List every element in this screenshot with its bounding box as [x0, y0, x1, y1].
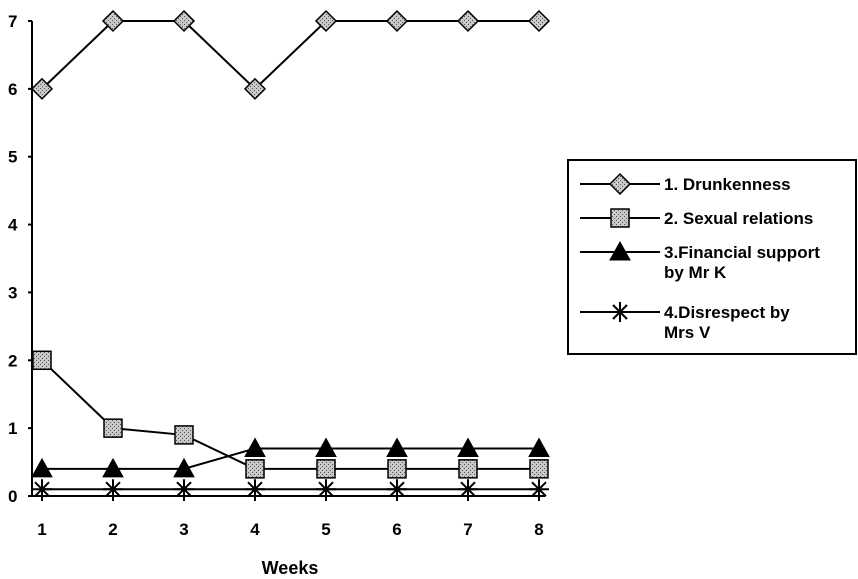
x-tick-label: 6	[392, 520, 401, 539]
series-4-point	[32, 479, 52, 500]
series-1-point	[172, 9, 196, 33]
series-1-point	[456, 9, 480, 33]
legend-label: 1. Drunkenness	[664, 175, 791, 194]
y-tick-label: 0	[8, 487, 17, 506]
series-2-point	[103, 418, 123, 438]
x-tick-labels: 1 2 3 4 5 6 7 8	[37, 520, 543, 539]
legend: 1. Drunkenness 2. Sexual relations 3.Finan…	[567, 159, 857, 355]
series-layer	[30, 9, 551, 500]
series-2-point	[245, 459, 265, 479]
series-4-point	[458, 479, 478, 500]
series-3-point	[528, 437, 550, 457]
series-3-point	[173, 457, 195, 478]
legend-label: Mrs V	[664, 323, 711, 342]
series-4-point	[103, 479, 123, 500]
series-1	[30, 9, 551, 100]
x-tick-label: 3	[179, 520, 188, 539]
y-tick-label: 5	[8, 148, 17, 167]
y-tick-label: 4	[8, 216, 18, 235]
x-tick-label: 5	[321, 520, 330, 539]
legend-label: 2. Sexual relations	[664, 209, 813, 228]
y-tick-label: 2	[8, 351, 17, 370]
series-3-point	[386, 437, 408, 457]
series-4-point	[529, 479, 549, 500]
series-1-point	[314, 9, 338, 33]
series-2-point	[529, 459, 549, 479]
series-2-point	[174, 425, 194, 445]
series-3-point	[457, 437, 479, 457]
legend-entry-2: 2. Sexual relations	[580, 208, 813, 228]
series-2-point	[316, 459, 336, 479]
x-tick-label: 2	[108, 520, 117, 539]
series-1-point	[101, 9, 125, 33]
series-2-point	[458, 459, 478, 479]
series-3-point	[315, 437, 337, 457]
legend-label: 3.Financial support	[664, 243, 820, 262]
series-1-point	[385, 9, 409, 33]
legend-label: by Mr K	[664, 263, 727, 282]
series-3-point	[102, 457, 124, 478]
series-3	[31, 437, 550, 478]
legend-entry-1: 1. Drunkenness	[580, 172, 791, 196]
x-axis-title: Weeks	[262, 558, 319, 578]
series-3-point	[31, 457, 53, 478]
series-4-point	[316, 479, 336, 500]
x-tick-label: 4	[250, 520, 260, 539]
series-3-point	[244, 437, 266, 457]
y-tick-label: 3	[8, 283, 17, 302]
series-1-line	[41, 20, 539, 91]
series-1-point	[243, 77, 267, 100]
legend-label: 4.Disrespect by	[664, 303, 790, 322]
series-2	[32, 350, 549, 479]
series-3-line	[42, 447, 539, 470]
series-2-point	[387, 459, 407, 479]
legend-swatch-marker	[609, 240, 631, 261]
series-1-point	[30, 77, 54, 100]
series-2-line	[41, 359, 539, 470]
series-4-point	[245, 479, 265, 500]
legend-swatch-marker	[610, 208, 630, 228]
legend-swatch-marker	[610, 302, 630, 322]
series-1-point	[527, 9, 551, 33]
series-4-point	[387, 479, 407, 500]
x-tick-label: 8	[534, 520, 543, 539]
series-4	[32, 479, 549, 500]
x-tick-label: 1	[37, 520, 46, 539]
x-tick-label: 7	[463, 520, 472, 539]
series-4-point	[174, 479, 194, 500]
series-2-point	[32, 350, 52, 371]
y-tick-labels: 0 1 2 3 4 5 6 7	[8, 12, 18, 506]
y-tick-label: 1	[8, 419, 17, 438]
y-tick-label: 7	[8, 12, 17, 31]
legend-swatch-marker	[608, 172, 632, 196]
y-tick-label: 6	[8, 80, 17, 99]
